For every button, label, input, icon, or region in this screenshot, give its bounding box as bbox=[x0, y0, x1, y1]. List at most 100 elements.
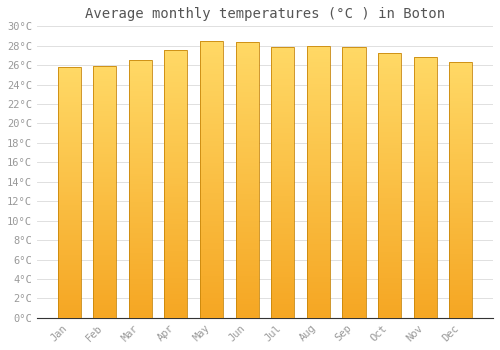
Bar bbox=[58, 285, 80, 288]
Bar bbox=[93, 109, 116, 111]
Bar bbox=[342, 144, 365, 147]
Bar bbox=[164, 165, 188, 168]
Bar bbox=[271, 60, 294, 63]
Bar bbox=[378, 313, 401, 315]
Bar bbox=[414, 115, 436, 117]
Bar bbox=[200, 52, 223, 55]
Bar bbox=[93, 114, 116, 117]
Bar bbox=[342, 47, 365, 49]
Bar bbox=[236, 285, 258, 287]
Bar bbox=[128, 81, 152, 84]
Bar bbox=[236, 103, 258, 105]
Bar bbox=[414, 268, 436, 271]
Bar bbox=[164, 195, 188, 197]
Bar bbox=[164, 192, 188, 195]
Bar bbox=[164, 296, 188, 299]
Bar bbox=[378, 193, 401, 196]
Bar bbox=[271, 285, 294, 288]
Bar bbox=[449, 295, 472, 298]
Bar bbox=[414, 117, 436, 120]
Bar bbox=[164, 243, 188, 245]
Bar bbox=[164, 76, 188, 79]
Bar bbox=[378, 82, 401, 84]
Bar bbox=[236, 47, 258, 50]
Bar bbox=[378, 188, 401, 190]
Bar bbox=[378, 225, 401, 228]
Bar bbox=[200, 113, 223, 116]
Bar bbox=[414, 206, 436, 209]
Bar bbox=[307, 209, 330, 212]
Bar bbox=[449, 244, 472, 246]
Bar bbox=[378, 209, 401, 212]
Bar bbox=[449, 85, 472, 88]
Bar bbox=[236, 100, 258, 103]
Bar bbox=[378, 119, 401, 121]
Bar bbox=[58, 173, 80, 175]
Bar bbox=[200, 41, 223, 318]
Bar bbox=[378, 98, 401, 100]
Bar bbox=[271, 261, 294, 264]
Bar bbox=[414, 89, 436, 91]
Bar bbox=[449, 70, 472, 72]
Bar bbox=[164, 125, 188, 127]
Bar bbox=[449, 313, 472, 315]
Bar bbox=[200, 105, 223, 107]
Bar bbox=[93, 154, 116, 157]
Bar bbox=[414, 203, 436, 206]
Bar bbox=[128, 99, 152, 102]
Bar bbox=[236, 232, 258, 235]
Bar bbox=[128, 94, 152, 96]
Bar bbox=[449, 93, 472, 96]
Bar bbox=[164, 79, 188, 82]
Bar bbox=[414, 315, 436, 318]
Bar bbox=[58, 105, 80, 107]
Bar bbox=[449, 280, 472, 282]
Bar bbox=[93, 69, 116, 71]
Bar bbox=[164, 66, 188, 68]
Bar bbox=[307, 233, 330, 236]
Bar bbox=[449, 162, 472, 164]
Bar bbox=[164, 127, 188, 130]
Bar bbox=[128, 230, 152, 233]
Bar bbox=[342, 74, 365, 77]
Bar bbox=[414, 135, 436, 138]
Bar bbox=[307, 97, 330, 100]
Bar bbox=[414, 73, 436, 76]
Bar bbox=[93, 147, 116, 149]
Bar bbox=[58, 288, 80, 290]
Bar bbox=[342, 55, 365, 57]
Bar bbox=[128, 194, 152, 197]
Bar bbox=[164, 162, 188, 165]
Bar bbox=[449, 233, 472, 236]
Bar bbox=[200, 182, 223, 185]
Bar bbox=[342, 212, 365, 215]
Bar bbox=[236, 227, 258, 230]
Bar bbox=[164, 90, 188, 92]
Bar bbox=[58, 223, 80, 225]
Bar bbox=[307, 315, 330, 318]
Bar bbox=[342, 158, 365, 161]
Bar bbox=[93, 210, 116, 212]
Bar bbox=[200, 74, 223, 77]
Bar bbox=[236, 144, 258, 147]
Bar bbox=[58, 160, 80, 162]
Bar bbox=[271, 122, 294, 125]
Bar bbox=[58, 177, 80, 180]
Bar bbox=[236, 139, 258, 141]
Bar bbox=[93, 84, 116, 86]
Bar bbox=[93, 265, 116, 267]
Bar bbox=[307, 261, 330, 264]
Bar bbox=[449, 223, 472, 226]
Bar bbox=[307, 111, 330, 114]
Bar bbox=[307, 65, 330, 68]
Bar bbox=[449, 257, 472, 259]
Bar bbox=[307, 253, 330, 255]
Bar bbox=[449, 254, 472, 257]
Bar bbox=[414, 182, 436, 185]
Bar bbox=[378, 124, 401, 127]
Bar bbox=[58, 115, 80, 117]
Bar bbox=[236, 279, 258, 282]
Bar bbox=[449, 154, 472, 157]
Bar bbox=[378, 233, 401, 236]
Bar bbox=[93, 262, 116, 265]
